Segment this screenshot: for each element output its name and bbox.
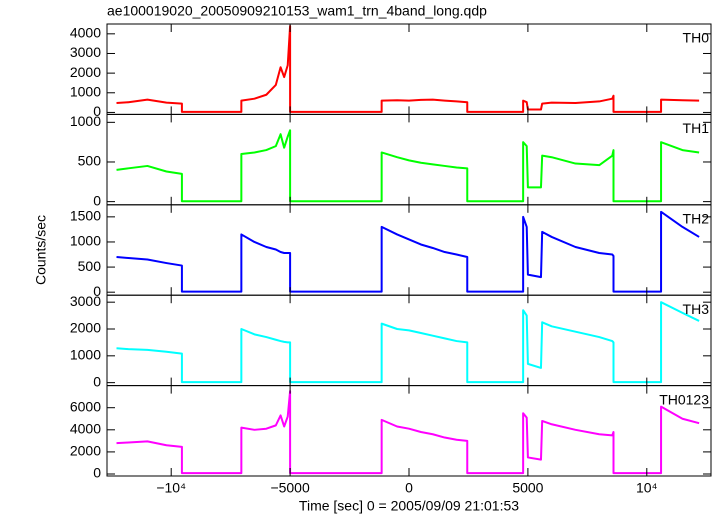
y-tick-label: 2000: [70, 320, 101, 336]
y-tick-label: 1500: [70, 208, 101, 224]
data-line: [116, 129, 700, 203]
y-tick-label: 0: [93, 283, 101, 299]
data-line: [116, 390, 700, 475]
y-tick-label: 2000: [70, 443, 101, 459]
panel-label: TH3: [683, 301, 710, 317]
y-tick-label: 4000: [70, 25, 101, 41]
y-tick-label: 3000: [70, 44, 101, 60]
x-tick-label: 5000: [512, 480, 543, 496]
y-tick-label: 0: [93, 103, 101, 119]
y-tick-label: 2000: [70, 64, 101, 80]
panel-frame: [106, 385, 712, 477]
data-line: [116, 24, 700, 113]
y-tick-label: 3000: [70, 293, 101, 309]
y-tick-label: 0: [93, 373, 101, 389]
panel-label: TH2: [683, 211, 710, 227]
y-tick-label: 4000: [70, 421, 101, 437]
panel-label: TH0: [683, 30, 710, 46]
panel-label: TH1: [683, 120, 710, 136]
y-tick-label: 6000: [70, 398, 101, 414]
x-axis-label: Time [sec] 0 = 2005/09/09 21:01:53: [299, 498, 519, 514]
data-line: [116, 301, 700, 384]
x-tick-label: −5000: [270, 480, 310, 496]
y-tick-label: 1000: [70, 347, 101, 363]
y-tick-label: 500: [78, 258, 102, 274]
chart-title: ae100019020_20050909210153_wam1_trn_4ban…: [107, 3, 487, 19]
y-tick-label: 1000: [70, 233, 101, 249]
y-tick-label: 0: [93, 465, 101, 481]
y-tick-label: 500: [78, 153, 102, 169]
y-axis-label: Counts/sec: [33, 215, 49, 285]
y-tick-label: 1000: [70, 83, 101, 99]
y-tick-label: 0: [93, 192, 101, 208]
panel-frame: [106, 294, 712, 387]
data-line: [116, 210, 700, 293]
x-tick-label: 10⁴: [636, 480, 658, 496]
panel-label: TH0123: [659, 391, 709, 407]
x-tick-label: 0: [405, 480, 413, 496]
panel-frame: [106, 204, 712, 296]
x-tick-label: −10⁴: [156, 480, 186, 496]
y-tick-label: 1000: [70, 113, 101, 129]
